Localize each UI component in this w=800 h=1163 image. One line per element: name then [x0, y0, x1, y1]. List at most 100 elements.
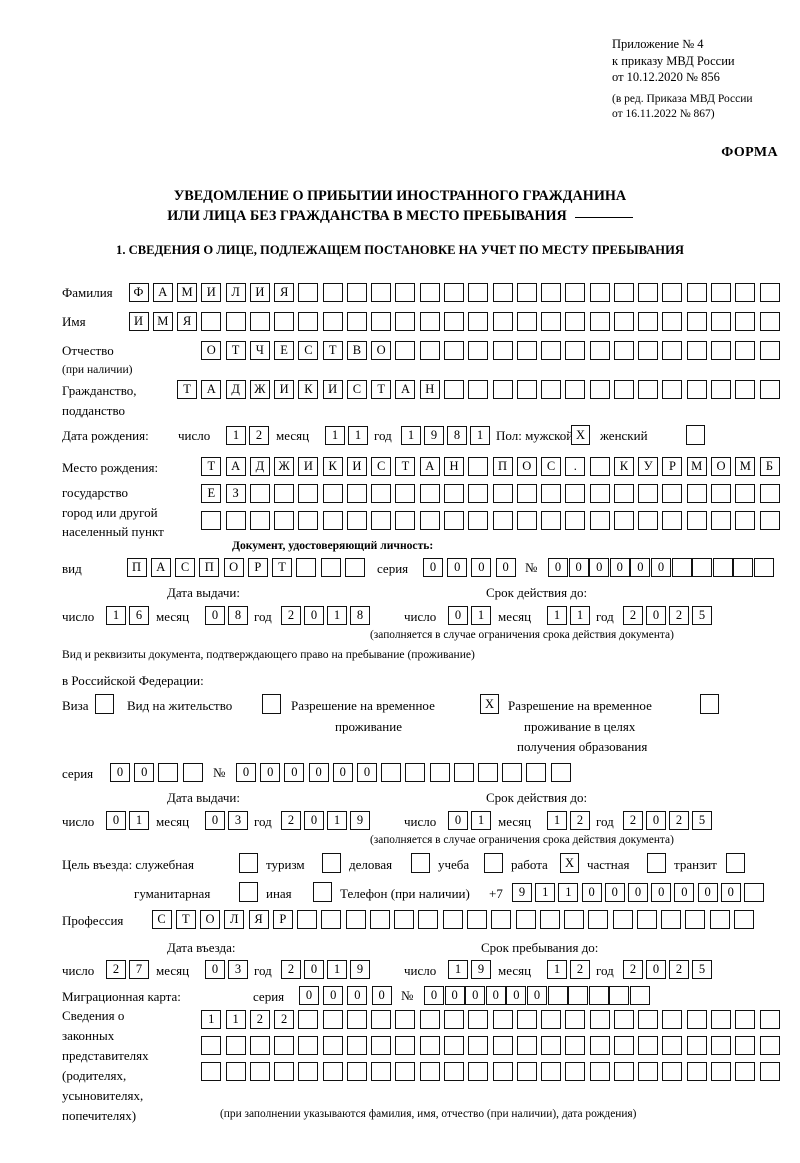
reps-row2-cell[interactable]: [662, 1036, 683, 1055]
birth-place-row2-cell[interactable]: [395, 484, 416, 503]
birth-place-row3-cell[interactable]: [541, 511, 562, 530]
doc-series-cell[interactable]: 0: [447, 558, 468, 577]
surname-cell[interactable]: А: [152, 283, 173, 302]
surname-cell[interactable]: [322, 283, 343, 302]
birth-place-row1-cell[interactable]: М: [686, 457, 707, 476]
mig-series-cell[interactable]: 0: [299, 986, 319, 1005]
doc-valid-day-cell[interactable]: 0: [448, 606, 468, 625]
birth-place-row3-cell[interactable]: [759, 511, 780, 530]
birth-place-row1-cell[interactable]: [468, 457, 489, 476]
entry-day-cell[interactable]: 7: [129, 960, 149, 979]
permit-number-cell[interactable]: [429, 763, 450, 782]
doc-series-cell[interactable]: 0: [423, 558, 443, 577]
given-name-cell[interactable]: [686, 312, 707, 331]
purpose-tourism-checkbox[interactable]: [322, 853, 341, 873]
patronymic-cell[interactable]: Ч: [249, 341, 270, 360]
doc-number-cell[interactable]: 0: [651, 558, 671, 577]
mig-number-cell[interactable]: 0: [506, 986, 527, 1005]
permit-valid-year-cell[interactable]: 2: [669, 811, 689, 830]
purpose-service-checkbox[interactable]: [239, 853, 258, 873]
profession-cell[interactable]: Я: [248, 910, 269, 929]
patronymic-cell[interactable]: [395, 341, 416, 360]
stay-month-cell[interactable]: 1: [547, 960, 567, 979]
stay-day-cell[interactable]: 9: [471, 960, 491, 979]
birth-place-row1-cell[interactable]: Ж: [274, 457, 295, 476]
birth-place-row2-cell[interactable]: [541, 484, 562, 503]
birth-place-row2-cell[interactable]: [298, 484, 319, 503]
profession-cell[interactable]: О: [200, 910, 221, 929]
birth-place-row1-cell[interactable]: А: [225, 457, 246, 476]
doc-kind-cell[interactable]: О: [223, 558, 244, 577]
doc-kind-cell[interactable]: [320, 558, 341, 577]
reps-row1-cell[interactable]: [541, 1010, 562, 1029]
birth-place-row3-cell[interactable]: [225, 511, 246, 530]
doc-kind-cell[interactable]: [344, 558, 365, 577]
reps-row2-cell[interactable]: [395, 1036, 416, 1055]
reps-row3-cell[interactable]: [735, 1062, 756, 1081]
surname-cell[interactable]: [468, 283, 489, 302]
birth-place-row1-cell[interactable]: А: [419, 457, 440, 476]
phone-number-cell[interactable]: [744, 883, 764, 902]
reps-row1-cell[interactable]: [492, 1010, 513, 1029]
given-name-cell[interactable]: [565, 312, 586, 331]
citizenship-cell[interactable]: И: [274, 380, 295, 399]
reps-row1-cell[interactable]: 1: [201, 1010, 222, 1029]
reps-row3-cell[interactable]: [444, 1062, 464, 1081]
sex-male-checkbox[interactable]: X: [571, 425, 590, 445]
birth-place-row3-cell[interactable]: [735, 511, 756, 530]
patronymic-cell[interactable]: [565, 341, 586, 360]
doc-issue-day-cell[interactable]: 6: [129, 606, 149, 625]
reps-row3-cell[interactable]: [686, 1062, 707, 1081]
patronymic-cell[interactable]: [638, 341, 659, 360]
phone-number-cell[interactable]: 0: [581, 883, 602, 902]
birth-place-row1-cell[interactable]: М: [735, 457, 756, 476]
reps-row3-cell[interactable]: [662, 1062, 683, 1081]
birth-place-row1-cell[interactable]: О: [516, 457, 537, 476]
entry-month-cell[interactable]: 3: [228, 960, 248, 979]
citizenship-cell[interactable]: Т: [371, 380, 392, 399]
profession-cell[interactable]: [491, 910, 512, 929]
birth-place-row1-cell[interactable]: П: [492, 457, 513, 476]
patronymic-cell[interactable]: О: [371, 341, 392, 360]
birth-place-row3-cell[interactable]: [371, 511, 392, 530]
reps-row1-cell[interactable]: [735, 1010, 756, 1029]
doc-issue-year-cell[interactable]: 2: [281, 606, 301, 625]
phone-number-cell[interactable]: 0: [604, 883, 625, 902]
birth-year-cell[interactable]: 1: [470, 426, 490, 445]
given-name-cell[interactable]: [249, 312, 270, 331]
profession-cell[interactable]: [733, 910, 754, 929]
surname-cell[interactable]: М: [177, 283, 198, 302]
patronymic-cell[interactable]: С: [298, 341, 319, 360]
birth-place-row3-cell[interactable]: [395, 511, 416, 530]
patronymic-cell[interactable]: [468, 341, 489, 360]
reps-row1-cell[interactable]: 2: [274, 1010, 295, 1029]
birth-place-row3-cell[interactable]: [613, 511, 634, 530]
doc-issue-month-cell[interactable]: 8: [228, 606, 248, 625]
reps-row2-cell[interactable]: [444, 1036, 464, 1055]
profession-cell[interactable]: [709, 910, 730, 929]
birth-place-row2-cell[interactable]: [492, 484, 513, 503]
profession-cell[interactable]: Л: [224, 910, 245, 929]
profession-cell[interactable]: [321, 910, 342, 929]
patronymic-cell[interactable]: [516, 341, 537, 360]
surname-cell[interactable]: [565, 283, 586, 302]
doc-kind-cell[interactable]: Р: [247, 558, 268, 577]
stay-month-cell[interactable]: 2: [570, 960, 590, 979]
permit-issue-month-cell[interactable]: 3: [228, 811, 248, 830]
birth-place-row2-cell[interactable]: [468, 484, 489, 503]
reps-row3-cell[interactable]: [298, 1062, 319, 1081]
birth-place-row1-cell[interactable]: С: [541, 457, 562, 476]
mig-number-cell[interactable]: [568, 986, 589, 1005]
stay-year-cell[interactable]: 0: [646, 960, 666, 979]
citizenship-cell[interactable]: [613, 380, 634, 399]
profession-cell[interactable]: [588, 910, 609, 929]
patronymic-cell[interactable]: [686, 341, 707, 360]
profession-cell[interactable]: Р: [272, 910, 293, 929]
patronymic-cell[interactable]: [541, 341, 562, 360]
patronymic-cell[interactable]: [444, 341, 464, 360]
surname-cell[interactable]: [395, 283, 416, 302]
entry-month-cell[interactable]: 0: [205, 960, 225, 979]
doc-number-cell[interactable]: 0: [548, 558, 568, 577]
given-name-cell[interactable]: [346, 312, 367, 331]
given-name-cell[interactable]: М: [152, 312, 173, 331]
